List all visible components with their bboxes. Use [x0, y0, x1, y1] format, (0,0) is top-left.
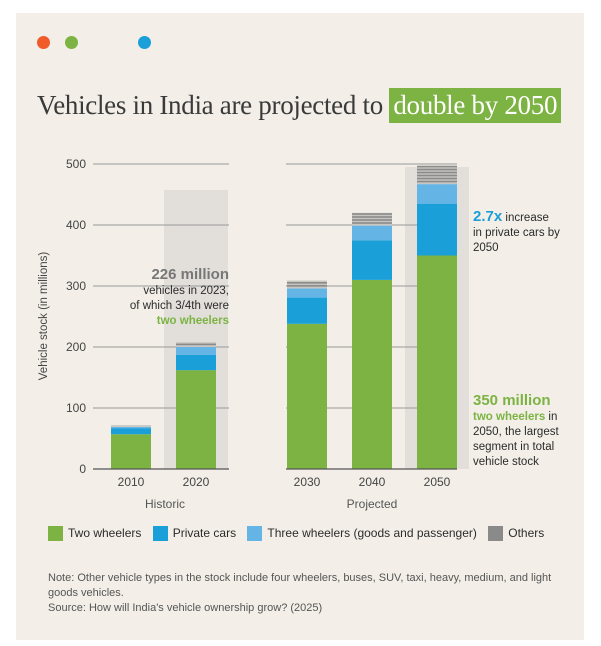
footnote: Note: Other vehicle types in the stock i…: [48, 571, 568, 616]
legend-item-two-wheelers: Two wheelers: [48, 526, 142, 542]
green-dot-icon: [65, 36, 78, 49]
title-main: Vehicles in India are projected to: [37, 90, 390, 120]
bar-2030-two: [287, 323, 327, 469]
annotation-226-line3: two wheelers: [156, 315, 229, 327]
legend-swatch-private-cars: [152, 526, 168, 542]
bar-2010-three: [111, 426, 151, 429]
y-tick-0: 0: [79, 462, 86, 476]
bar-2050-others-stripe: [417, 180, 457, 183]
bar-2040-three: [352, 225, 392, 241]
y-tick-200: 200: [66, 340, 86, 354]
annotation-tw-line4: vehicle stock: [473, 456, 539, 468]
annotation-226-big: 226 million: [151, 266, 229, 283]
x-tick-2010: 2010: [118, 475, 145, 489]
annotation-cars-line1: increase: [502, 212, 549, 224]
annotation-226-line1: vehicles in 2023,: [143, 285, 229, 297]
bar-2040-others: [352, 212, 392, 226]
annotation-tw-big: 350 million: [473, 392, 551, 409]
bar-2010-private: [111, 428, 151, 435]
group-label-projected: Projected: [347, 497, 398, 511]
bar-2030-private: [287, 297, 327, 324]
annotation-cars-growth: 2.7x increase in private cars by 2050: [473, 207, 583, 256]
note-text: Note: Other vehicle types in the stock i…: [48, 572, 552, 599]
bar-2010-others: [111, 425, 151, 427]
x-tick-2030: 2030: [294, 475, 321, 489]
annotation-226-line2: of which 3/4th were: [129, 300, 229, 312]
y-tick-400: 400: [66, 218, 86, 232]
group-label-historic: Historic: [145, 497, 185, 511]
bar-2040-others-stripe: [352, 219, 392, 221]
legend-item-three-wheelers: Three wheelers (goods and passenger): [247, 526, 477, 542]
bar-2050-others: [417, 165, 457, 185]
legend-item-others: Others: [488, 526, 545, 542]
bar-2020-two: [176, 370, 216, 469]
legend-swatch-three-wheelers: [247, 526, 263, 542]
legend-item-private-cars: Private cars: [152, 526, 237, 542]
bar-2050-private: [417, 203, 457, 256]
legend-label-private-cars: Private cars: [172, 526, 237, 541]
y-tick-300: 300: [66, 279, 86, 293]
bar-2030-others: [287, 280, 327, 289]
y-axis-label: Vehicle stock (in millions): [38, 252, 50, 381]
bar-2050-three: [417, 184, 457, 204]
bar-2050-others-stripe: [417, 171, 457, 174]
legend-swatch-others: [488, 526, 504, 542]
bar-2050-two: [417, 255, 457, 469]
bar-2050-others-stripe: [417, 168, 457, 171]
bar-2030-others-stripe: [287, 282, 327, 284]
annotation-tw-line3: segment in total: [473, 441, 555, 453]
legend-label-two-wheelers: Two wheelers: [68, 526, 142, 541]
bar-2040-private: [352, 240, 392, 280]
y-tick-500: 500: [66, 157, 86, 171]
annotation-tw-line2: 2050, the largest: [473, 426, 559, 438]
bar-2040-others-stripe: [352, 216, 392, 218]
annotation-tw-line1-hl: two wheelers: [473, 411, 546, 423]
bar-2020-three: [176, 347, 216, 355]
bar-2040-others-stripe: [352, 213, 392, 215]
legend: Two wheelers Private cars Three wheelers…: [48, 526, 552, 542]
source-text: Source: How will India's vehicle ownersh…: [48, 602, 323, 614]
bar-2010-others-bg: [111, 425, 151, 427]
bar-2020-private: [176, 354, 216, 371]
bar-2050-others-stripe: [417, 177, 457, 180]
bar-2020-others-stripe: [176, 343, 216, 346]
x-tick-2020: 2020: [183, 475, 210, 489]
bar-2020-others: [176, 342, 216, 347]
legend-swatch-two-wheelers: [48, 526, 63, 542]
annotation-tw-line1-rest: in: [545, 411, 558, 423]
bar-2040-others-stripe: [352, 222, 392, 224]
annotation-cars-line3: 2050: [473, 242, 499, 254]
x-tick-2040: 2040: [359, 475, 386, 489]
annotation-cars-big: 2.7x: [473, 208, 503, 225]
y-tick-100: 100: [66, 401, 86, 415]
bar-2030-others-stripe: [287, 285, 327, 287]
orange-dot-icon: [37, 36, 50, 49]
annotation-cars-line2: in private cars by: [473, 227, 560, 239]
legend-label-three-wheelers: Three wheelers (goods and passenger): [267, 526, 477, 541]
legend-label-others: Others: [508, 526, 545, 541]
bar-2030-others-bg: [287, 280, 327, 289]
blue-dot-icon: [138, 36, 151, 49]
bar-2050-others-stripe: [417, 165, 457, 168]
bar-2030-three: [287, 288, 327, 298]
title-highlight: double by 2050: [389, 88, 562, 123]
chart-title: Vehicles in India are projected to doubl…: [37, 88, 562, 123]
bar-2040-two: [352, 279, 392, 469]
annotation-two-wheelers-2050: 350 million two wheelers in 2050, the la…: [473, 391, 583, 470]
annotation-226-million: 226 million vehicles in 2023, of which 3…: [96, 265, 229, 329]
bar-2050-others-stripe: [417, 174, 457, 177]
bar-2010-two: [111, 434, 151, 469]
x-tick-2050: 2050: [424, 475, 451, 489]
